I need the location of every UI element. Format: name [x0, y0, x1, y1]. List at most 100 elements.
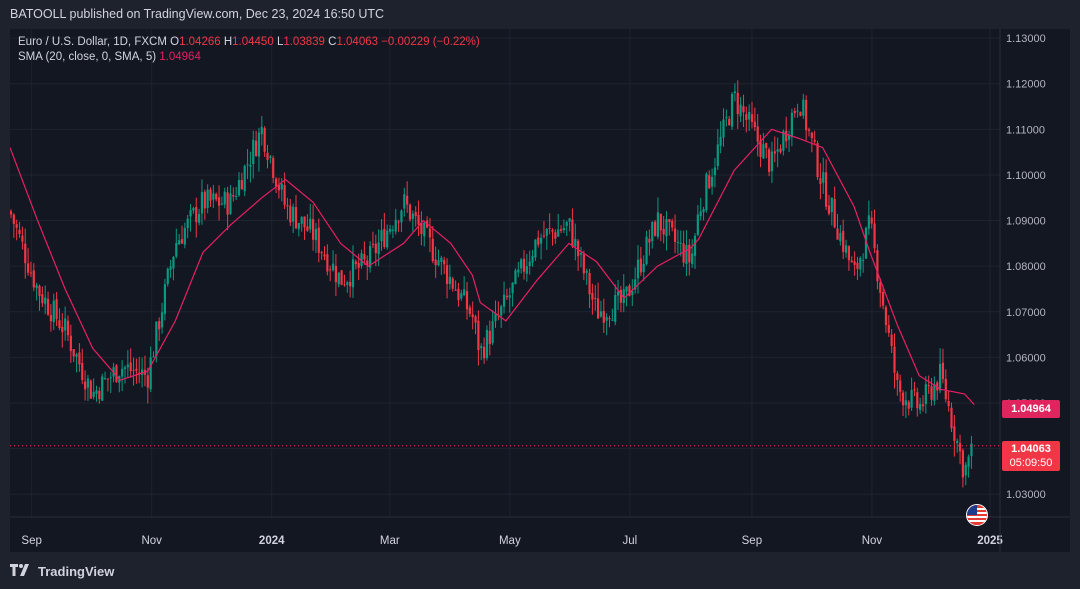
- candle-body: [178, 240, 181, 245]
- candle-body: [255, 140, 258, 156]
- candle-body: [599, 311, 603, 317]
- candle-body: [659, 213, 662, 231]
- x-tick-label: May: [499, 535, 521, 547]
- candle-body: [688, 244, 691, 263]
- candle-body: [796, 110, 799, 112]
- candle-body: [850, 260, 853, 263]
- candle-body: [400, 210, 403, 223]
- candle-body: [397, 221, 400, 223]
- candle-body: [733, 91, 736, 94]
- candle-body: [215, 193, 218, 200]
- candle-body: [443, 260, 446, 265]
- candle-body: [730, 93, 734, 127]
- publish-info: BATOOLL published on TradingView.com, De…: [10, 7, 385, 21]
- last-price-value: 1.04063: [1011, 443, 1051, 455]
- candle-body: [223, 191, 226, 205]
- y-tick-label: 1.12000: [1006, 79, 1046, 91]
- candle-body: [713, 167, 717, 176]
- candle-body: [195, 207, 198, 223]
- candle-body: [705, 173, 708, 211]
- candle-body: [488, 330, 491, 345]
- candle-body: [246, 164, 249, 166]
- candle-body: [423, 222, 426, 237]
- open-value: 1.04266: [179, 36, 221, 48]
- candle-body: [354, 261, 357, 265]
- price-chart[interactable]: 1.13000 1.12000 1.11000 1.10000 1.09000 1.080…: [10, 29, 1070, 552]
- us-flag-icon[interactable]: [966, 504, 988, 526]
- candle-body: [676, 242, 679, 244]
- candle-body: [728, 118, 731, 126]
- candle-body: [534, 239, 537, 258]
- candle-body: [941, 362, 945, 379]
- candle-body: [702, 209, 705, 213]
- candle-body: [294, 207, 298, 229]
- candle-body: [591, 292, 594, 300]
- candle-body: [220, 203, 223, 205]
- symbol-label[interactable]: Euro / U.S. Dollar, 1D, FXCM: [18, 36, 167, 48]
- chart-panel[interactable]: 1.13000 1.12000 1.11000 1.10000 1.09000 1.080…: [10, 29, 1070, 552]
- candle-body: [320, 252, 323, 254]
- candle-body: [639, 258, 642, 273]
- candle-body: [86, 378, 90, 388]
- candle-body: [628, 285, 631, 297]
- x-tick-label: Nov: [141, 535, 162, 547]
- candle-body: [964, 464, 967, 476]
- candle-body: [360, 253, 363, 266]
- candle-body: [235, 196, 238, 198]
- candle-body: [420, 222, 423, 235]
- candle-body: [910, 390, 913, 408]
- candle-body: [55, 299, 58, 320]
- candle-body: [84, 381, 87, 390]
- candle-body: [21, 235, 24, 242]
- candle-body: [662, 228, 665, 235]
- candle-body: [98, 390, 101, 400]
- candle-body: [879, 282, 882, 293]
- candle-body: [331, 263, 335, 271]
- candle-body: [893, 346, 896, 373]
- low-label: L: [276, 36, 284, 48]
- candle-body: [736, 92, 739, 115]
- candle-body: [408, 204, 412, 220]
- candle-body: [41, 294, 44, 304]
- candle-body: [939, 364, 942, 391]
- candle-body: [844, 245, 848, 253]
- candle-body: [200, 192, 204, 214]
- candle-body: [209, 189, 212, 201]
- candle-body: [289, 205, 292, 223]
- candle-body: [406, 195, 409, 205]
- ohlc-row: Euro / U.S. Dollar, 1D, FXCM O1.04266 H1…: [18, 35, 480, 50]
- candle-body: [217, 197, 221, 206]
- footer-brand[interactable]: TradingView: [38, 563, 115, 579]
- candle-body: [317, 227, 320, 253]
- sma-value: 1.04964: [159, 51, 201, 63]
- candle-body: [69, 335, 72, 352]
- candle-body: [842, 230, 845, 252]
- candle-body: [522, 258, 526, 272]
- candle-body: [930, 386, 933, 400]
- candle-body: [619, 289, 622, 303]
- tradingview-logo-icon[interactable]: [10, 563, 32, 579]
- candle-body: [716, 144, 719, 166]
- candle-body: [132, 370, 135, 372]
- candle-body: [927, 385, 930, 387]
- candle-body: [340, 270, 343, 285]
- candle-body: [451, 278, 454, 289]
- candle-body: [827, 205, 831, 214]
- candle-body: [374, 243, 377, 254]
- low-value: 1.03839: [283, 36, 325, 48]
- candle-body: [933, 384, 936, 401]
- candle-body: [597, 298, 600, 319]
- candle-body: [722, 119, 725, 138]
- y-tick-label: 1.06000: [1006, 352, 1046, 364]
- sma-label[interactable]: SMA (20, close, 0, SMA, 5): [18, 51, 157, 63]
- candle-body: [175, 243, 178, 257]
- candle-body: [668, 219, 671, 223]
- footer: TradingView: [10, 561, 114, 581]
- candle-body: [189, 210, 192, 217]
- candle-body: [474, 316, 477, 323]
- candle-body: [180, 239, 184, 244]
- candle-body: [582, 254, 585, 274]
- candle-body: [471, 314, 474, 318]
- candle-body: [483, 346, 486, 359]
- candle-body: [773, 151, 776, 154]
